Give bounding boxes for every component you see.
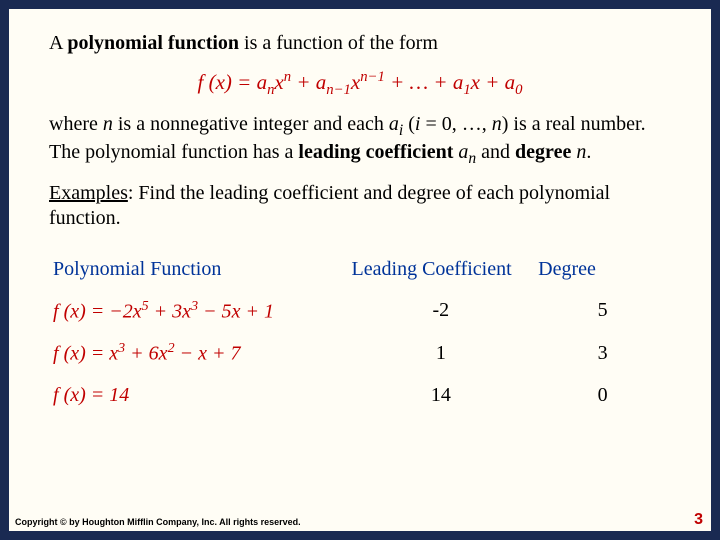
col-leading-coef: Leading Coefficient [348,249,535,290]
where-an: a [453,141,468,163]
copyright-text: Copyright © by Houghton Mifflin Company,… [15,517,301,527]
examples-paragraph: Examples: Find the leading coefficient a… [49,181,671,231]
fx-cell: f (x) = 14 [49,375,348,416]
col-degree: Degree [534,249,671,290]
leading-coef-term: leading coefficient [298,141,453,163]
examples-label: Examples [49,182,128,204]
lc-cell: 14 [348,375,535,416]
where-mid2: is a real number. [508,113,645,135]
deg-cell: 3 [534,332,671,375]
where-end: . [586,141,591,163]
intro-term: polynomial function [67,32,239,54]
intro-pre: A [49,32,67,54]
equation-body: f (x) = anxn + an−1xn−1 + … + a1x + a0 [197,70,522,94]
fx-cell: f (x) = x3 + 6x2 − x + 7 [49,332,348,375]
lc-cell: 1 [348,332,535,375]
where-n2: n [571,141,586,163]
where-parens: (i = 0, …, n) [403,113,508,135]
deg-cell: 0 [534,375,671,416]
examples-table: Polynomial Function Leading Coefficient … [49,249,671,416]
where-an-sub: n [468,150,476,167]
polynomial-equation: f (x) = anxn + an−1xn−1 + … + a1x + a0 [49,68,671,100]
lc-cell: -2 [348,290,535,333]
degree-term: degree [515,141,571,163]
where-ai: a [389,113,399,135]
col-polynomial: Polynomial Function [49,249,348,290]
intro-paragraph: A polynomial function is a function of t… [49,31,671,56]
where-and: and [476,141,515,163]
where-paragraph: where n is a nonnegative integer and eac… [49,112,671,169]
intro-post: is a function of the form [239,32,438,54]
where-sent2-pre: The polynomial function has a [49,141,298,163]
table-header-row: Polynomial Function Leading Coefficient … [49,249,671,290]
where-mid1: is a nonnegative integer and each [113,113,389,135]
table-row: f (x) = −2x5 + 3x3 − 5x + 1 -2 5 [49,290,671,333]
table-row: f (x) = x3 + 6x2 − x + 7 1 3 [49,332,671,375]
where-n: n [103,113,113,135]
examples-text: : Find the leading coefficient and degre… [49,182,610,229]
where-pre: where [49,113,103,135]
table-row: f (x) = 14 14 0 [49,375,671,416]
page-number: 3 [694,511,703,529]
deg-cell: 5 [534,290,671,333]
fx-cell: f (x) = −2x5 + 3x3 − 5x + 1 [49,290,348,333]
